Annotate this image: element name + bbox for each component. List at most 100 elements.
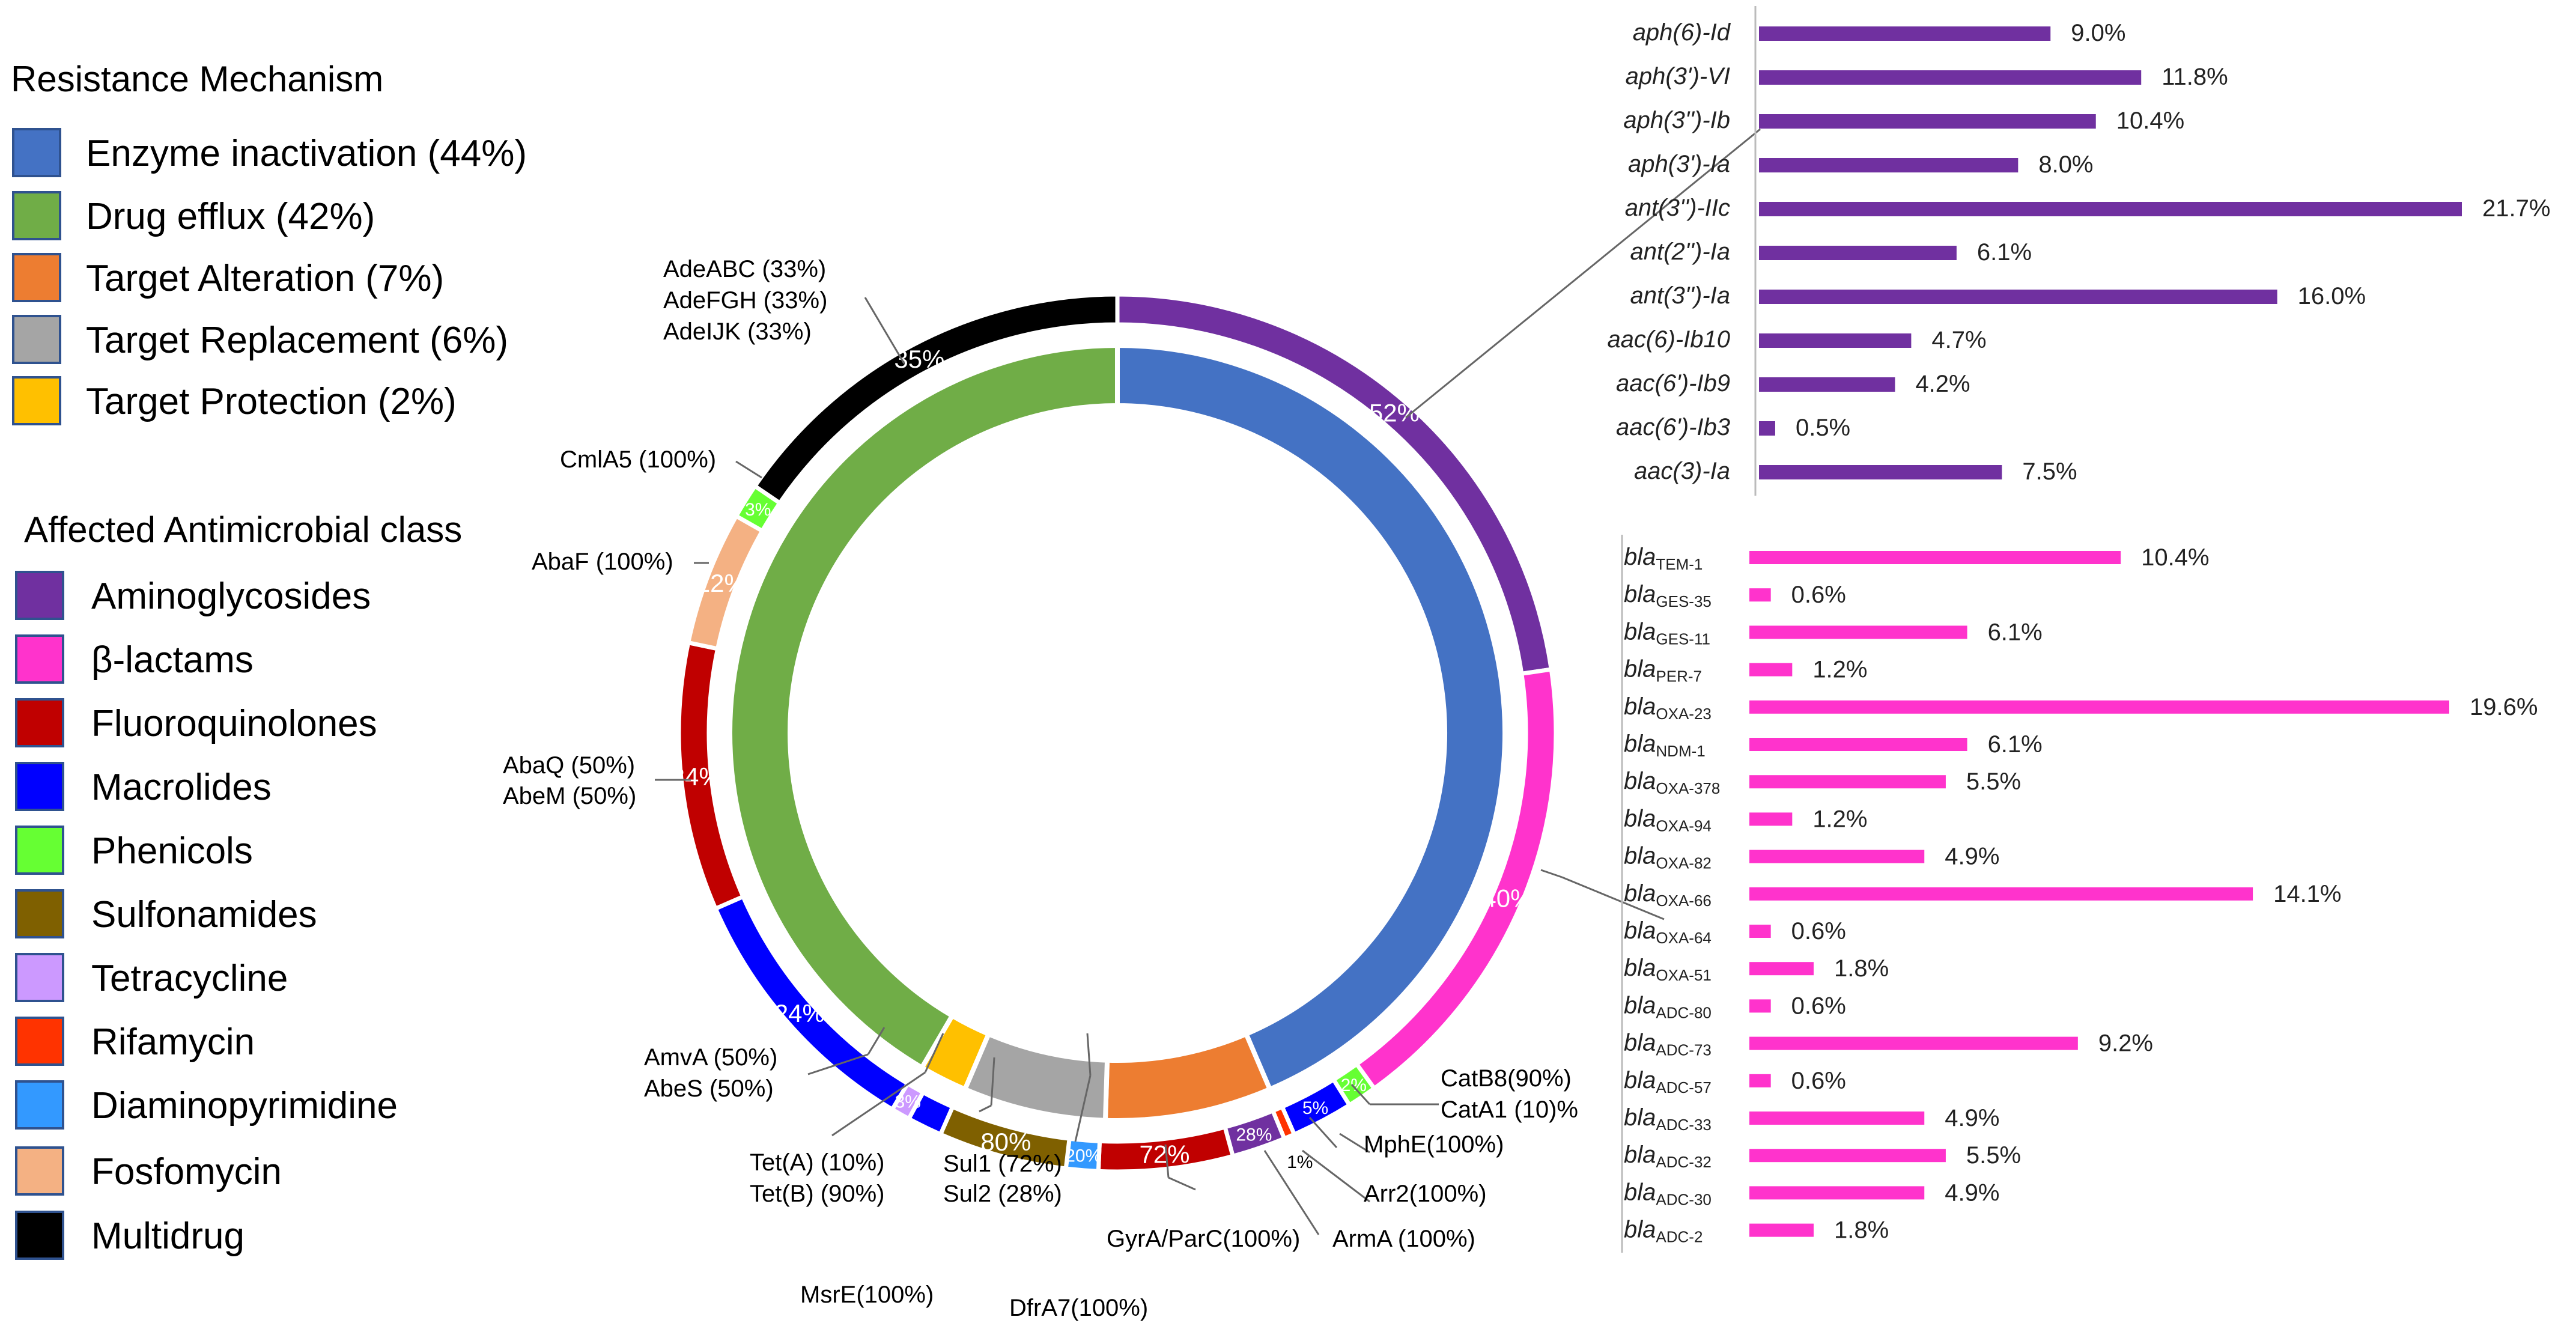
legend-swatch [15, 634, 64, 684]
callout-line: AbaQ (50%) [503, 752, 635, 779]
bar [1759, 290, 2277, 304]
bar-value-label: 9.0% [2071, 20, 2125, 46]
legend-swatch [15, 571, 64, 620]
class-slice-label: 24% [671, 762, 721, 791]
gene-label: blaOXA-23 [1624, 693, 1712, 723]
bar [1749, 1036, 2078, 1050]
legend-swatch [15, 1080, 64, 1130]
legend-swatch [15, 1017, 64, 1066]
callout-fluoroquinolones-efflux: AbaQ (50%) AbeM (50%) [503, 752, 636, 809]
legend-item-macrolides: Macrolides [15, 762, 272, 811]
legend-label: Enzyme inactivation (44%) [86, 133, 527, 174]
bar-row-oxa-23: blaOXA-23 19.6% [1624, 693, 2538, 723]
bar [1749, 887, 2253, 901]
bar-row-per-7: blaPER-7 1.2% [1624, 656, 1867, 686]
bar-row-adc-30: blaADC-30 4.9% [1624, 1179, 1999, 1208]
bar-value-label: 8.0% [2038, 151, 2093, 178]
legend-swatch [15, 698, 64, 747]
bar [1749, 999, 1771, 1013]
legend-label: Drug efflux (42%) [86, 196, 375, 237]
bar-row-aac-6-ib10: aac(6)-Ib10 4.7% [1607, 326, 1986, 353]
class-legend: Affected Antimicrobial class Aminoglycos… [15, 509, 462, 1260]
legend-item-target-alteration: Target Alteration (7%) [12, 253, 444, 302]
bar-value-label: 7.5% [2022, 458, 2077, 485]
bar [1749, 1223, 1814, 1237]
gene-label: blaOXA-51 [1624, 955, 1712, 984]
bar-value-label: 6.1% [1977, 239, 2032, 266]
bar [1749, 925, 1771, 938]
class-slice-label: 20% [1065, 1146, 1101, 1166]
gene-label: blaADC-30 [1624, 1179, 1712, 1208]
bar-row-aph-3-vi: aph(3')-VI 11.8% [1626, 63, 2228, 90]
bar-row-aph-6-id: aph(6)-Id 9.0% [1633, 19, 2126, 46]
class-slice-label: 40% [1482, 884, 1533, 912]
bar-value-label: 1.2% [1812, 806, 1867, 832]
gene-label: blaADC-57 [1624, 1067, 1712, 1096]
legend-label: Macrolides [91, 767, 272, 808]
bar-value-label: 11.8% [2161, 64, 2228, 90]
bar-row-ant-3-iic: ant(3'')-IIc 21.7% [1625, 195, 2551, 222]
legend-item-enzyme-inactivation: Enzyme inactivation (44%) [12, 128, 527, 177]
bar-value-label: 5.5% [1966, 768, 2021, 795]
bar-value-label: 10.4% [2141, 544, 2209, 571]
bar-row-oxa-66: blaOXA-66 14.1% [1624, 880, 2342, 910]
bar-row-aac-6-ib9: aac(6')-Ib9 4.2% [1616, 370, 1970, 397]
legend-item-aminoglycosides: Aminoglycosides [15, 571, 371, 620]
class-slice-label: 80% [980, 1128, 1031, 1156]
bar [1749, 1112, 1925, 1125]
legend-item-phenicols: Phenicols [15, 826, 253, 875]
bar [1749, 812, 1793, 826]
class-slice-label: 35% [894, 345, 944, 373]
bar-row-oxa-64: blaOXA-64 0.6% [1624, 917, 1846, 947]
gene-label: ant(3'')-Ia [1630, 282, 1730, 309]
gene-label: blaADC-33 [1624, 1104, 1712, 1134]
bar [1759, 465, 2002, 479]
callout-phenicols-inactivation: CatB8(90%) CatA1 (10)% [1441, 1065, 1578, 1123]
gene-label: blaGES-11 [1624, 618, 1710, 648]
bar [1759, 202, 2462, 216]
callout-leader-lines [655, 128, 1761, 1235]
bar-row-oxa-51: blaOXA-51 1.8% [1624, 955, 1889, 984]
bar [1749, 551, 2121, 564]
legend-swatch [15, 762, 64, 811]
bar [1749, 850, 1925, 863]
gene-label: blaADC-2 [1624, 1217, 1703, 1246]
legend-swatch [15, 1211, 64, 1260]
gene-label: aph(3')-Ia [1628, 151, 1730, 177]
legend-label: Fluoroquinolones [91, 703, 377, 744]
bar-row-aac-6-ib3: aac(6')-Ib3 0.5% [1616, 414, 1850, 441]
legend-item-fosfomycin: Fosfomycin [15, 1146, 282, 1196]
gene-label: blaPER-7 [1624, 656, 1702, 686]
legend-item-tetracycline: Tetracycline [15, 953, 288, 1002]
bar-row-ndm-1: blaNDM-1 6.1% [1624, 731, 2043, 760]
legend-item-target-replacement: Target Replacement (6%) [12, 315, 508, 364]
legend-item-fluoroquinolones: Fluoroquinolones [15, 698, 377, 747]
legend-swatch [12, 315, 61, 364]
mechanism-slice-target-alteration [1102, 1030, 1274, 1124]
bar [1759, 377, 1895, 392]
bar [1759, 70, 2142, 85]
bar [1749, 738, 1967, 751]
bar [1749, 625, 1967, 639]
class-ring [676, 292, 1558, 1174]
callout-macrolides-efflux: AmvA (50%) AbeS (50%) [644, 1044, 777, 1102]
callout-macrolides-protection: MsrE(100%) [800, 1282, 934, 1308]
callout-fluoroquinolones-alteration: GyrA/ParC(100%) [1107, 1226, 1300, 1252]
mechanism-slice-enzyme-inactivation [1115, 342, 1507, 1093]
class-slice-label: 24% [774, 999, 825, 1027]
bar-row-ges-11: blaGES-11 6.1% [1624, 618, 2043, 648]
class-slice-multidrug-drug-efflux [752, 292, 1120, 506]
bar-value-label: 9.2% [2098, 1030, 2153, 1057]
callout-line: Sul1 (72%) [943, 1151, 1062, 1177]
legend-label: Diaminopyrimidine [91, 1085, 398, 1127]
legend-item-beta-lactams: β-lactams [15, 634, 254, 684]
bar-value-label: 6.1% [1988, 731, 2043, 758]
gene-label: blaNDM-1 [1624, 731, 1706, 760]
ring-percent-labels: 52%40%2%5%1%28%72%20%80%3%24%24%12%3%35% [671, 345, 1533, 1172]
callout-sulfonamides: Sul1 (72%) Sul2 (28%) [943, 1151, 1062, 1207]
mechanism-legend: Resistance Mechanism Enzyme inactivation… [11, 59, 527, 425]
gene-label: blaADC-32 [1624, 1142, 1712, 1171]
legend-swatch [15, 953, 64, 1002]
class-slice-label: 28% [1236, 1125, 1272, 1145]
bar-row-aac-3-ia: aac(3)-Ia 7.5% [1634, 458, 2077, 485]
